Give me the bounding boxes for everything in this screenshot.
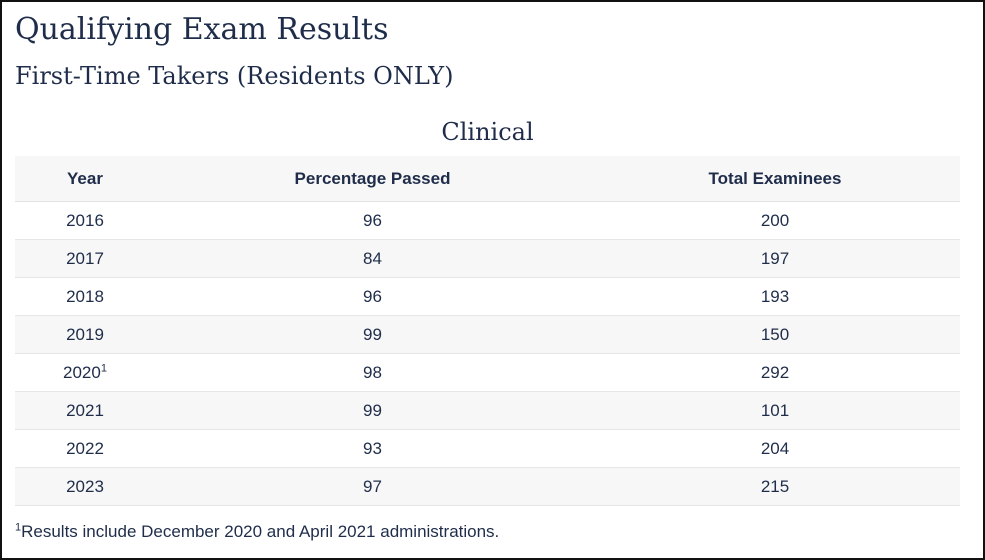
cell-year: 2021 <box>15 391 155 430</box>
cell-year: 2018 <box>15 277 155 316</box>
table-header-row: Year Percentage Passed Total Examinees <box>15 156 960 202</box>
table-row: 2023 97 215 <box>15 467 960 506</box>
cell-percentage-passed: 97 <box>155 467 590 506</box>
table-row: 2016 96 200 <box>15 201 960 240</box>
table-row: 20201 98 292 <box>15 353 960 392</box>
cell-year: 2023 <box>15 467 155 506</box>
table-caption: Clinical <box>441 118 534 146</box>
page-subtitle: First-Time Takers (Residents ONLY) <box>15 62 454 90</box>
cell-year-with-footnote: 20201 <box>15 353 155 392</box>
cell-percentage-passed: 98 <box>155 353 590 392</box>
cell-total-examinees: 200 <box>590 201 960 240</box>
cell-percentage-passed: 96 <box>155 201 590 240</box>
table-row: 2022 93 204 <box>15 429 960 468</box>
footnote-marker: 1 <box>15 521 22 534</box>
cell-percentage-passed: 84 <box>155 239 590 278</box>
cell-total-examinees: 215 <box>590 467 960 506</box>
cell-percentage-passed: 99 <box>155 315 590 354</box>
cell-year: 2022 <box>15 429 155 468</box>
table-row: 2019 99 150 <box>15 315 960 354</box>
header-year: Year <box>15 156 155 202</box>
cell-total-examinees: 292 <box>590 353 960 392</box>
cell-year: 2016 <box>15 201 155 240</box>
cell-total-examinees: 197 <box>590 239 960 278</box>
footnote-text: Results include December 2020 and April … <box>21 522 500 541</box>
cell-year: 2019 <box>15 315 155 354</box>
cell-total-examinees: 204 <box>590 429 960 468</box>
results-table: Year Percentage Passed Total Examinees 2… <box>15 156 960 506</box>
header-percentage-passed: Percentage Passed <box>155 156 590 202</box>
table-row: 2018 96 193 <box>15 277 960 316</box>
table-row: 2021 99 101 <box>15 391 960 430</box>
footnote-marker: 1 <box>100 361 107 374</box>
cell-total-examinees: 193 <box>590 277 960 316</box>
cell-year: 2020 <box>63 362 101 382</box>
header-total-examinees: Total Examinees <box>590 156 960 202</box>
cell-percentage-passed: 93 <box>155 429 590 468</box>
cell-total-examinees: 101 <box>590 391 960 430</box>
cell-percentage-passed: 99 <box>155 391 590 430</box>
cell-year: 2017 <box>15 239 155 278</box>
table-footnote: 1Results include December 2020 and April… <box>15 520 499 544</box>
cell-percentage-passed: 96 <box>155 277 590 316</box>
page-title: Qualifying Exam Results <box>15 12 389 47</box>
table-row: 2017 84 197 <box>15 239 960 278</box>
cell-total-examinees: 150 <box>590 315 960 354</box>
